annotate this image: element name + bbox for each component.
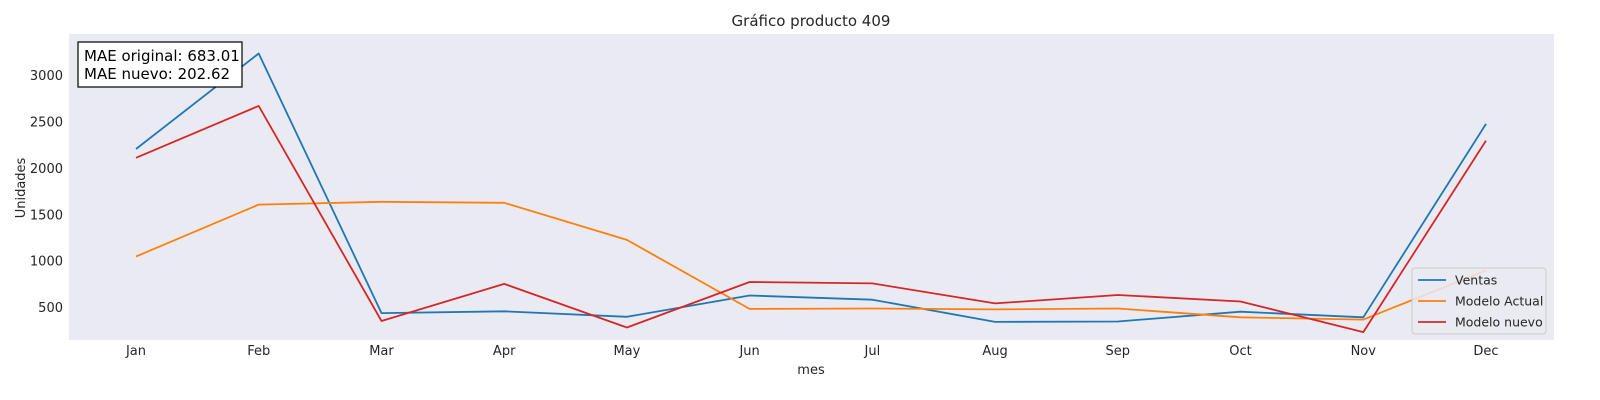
x-axis-ticks: Jan Feb Mar Apr May Jun Jul Aug Sep Oct Nov Dec [125,344,1499,359]
x-tick-label: Oct [1229,344,1251,359]
chart-title: Gráfico producto 409 [732,12,891,30]
y-tick-label: 1500 [30,208,63,223]
x-tick-label: Mar [369,344,394,359]
y-tick-label: 3000 [30,69,63,84]
legend-label: Modelo nuevo [1455,315,1543,330]
x-axis-title: mes [797,363,825,378]
plot-area [69,34,1554,340]
mae-nuevo-text: MAE nuevo: 202.62 [84,65,230,83]
series-line-modelo-actual [135,200,1487,321]
series-lines [135,52,1487,334]
y-tick-label: 2500 [30,116,63,131]
x-tick-label: Aug [982,344,1007,359]
y-tick-label: 1000 [30,255,63,270]
y-axis-ticks: 500 1000 1500 2000 2500 3000 [30,69,63,316]
x-tick-label: May [613,344,640,359]
mae-original-text: MAE original: 683.01 [84,47,240,65]
series-line-modelo-nuevo [135,105,1487,334]
x-tick-label: Dec [1473,344,1498,359]
x-tick-label: Apr [493,344,516,359]
x-tick-label: Jun [738,344,759,359]
x-tick-label: Feb [247,344,270,359]
y-axis-title: Unidades [14,157,29,218]
series-line-ventas [135,52,1487,323]
legend-label: Modelo Actual [1455,294,1543,309]
legend-frame [1411,267,1547,335]
x-tick-label: Nov [1351,344,1377,359]
x-tick-label: Jul [864,344,881,359]
legend: Ventas Modelo Actual Modelo nuevo [1411,267,1547,335]
y-tick-label: 2000 [30,162,63,177]
x-tick-label: Sep [1106,344,1131,359]
mae-box-frame [77,41,243,88]
mae-annotation-box: MAE original: 683.01 MAE nuevo: 202.62 [77,41,243,88]
y-tick-label: 500 [38,301,63,316]
x-tick-label: Jan [125,344,146,359]
legend-label: Ventas [1455,273,1497,288]
